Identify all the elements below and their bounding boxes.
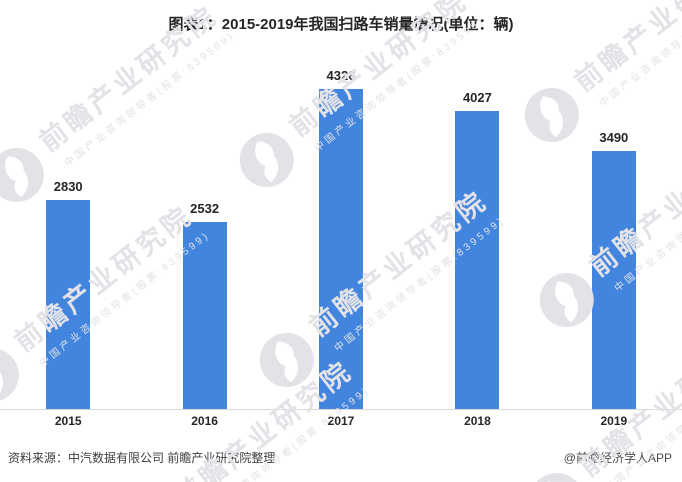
bar-2018 (455, 111, 500, 409)
bar-value-label-2015: 2830 (53, 179, 83, 194)
source-text: 资料来源：中汽数据有限公司 前瞻产业研究院整理 (8, 451, 276, 465)
x-axis-label-2019: 2019 (600, 414, 628, 428)
bar-2016 (182, 222, 227, 409)
bar-2019 (591, 151, 636, 409)
x-axis-label-2016: 2016 (191, 414, 218, 428)
x-axis-labels: 2015 2016 2017 2018 2019 (0, 414, 682, 428)
bar-column-2018: 4027 (409, 90, 545, 409)
x-axis-label-2015: 2015 (54, 414, 82, 428)
plot-area: 2830 2532 4326 4027 3490 (0, 45, 682, 410)
x-axis-label-2018: 2018 (464, 414, 491, 428)
bar-column-2016: 2532 (136, 201, 272, 409)
x-axis-label-2017: 2017 (327, 414, 355, 428)
bar-2015 (46, 200, 91, 409)
credit-text: @前瞻经济学人APP (563, 451, 672, 465)
bar-column-2019: 3490 (546, 130, 682, 409)
bar-2017 (319, 89, 364, 409)
bar-value-label-2017: 4326 (326, 68, 356, 83)
bar-value-label-2018: 4027 (462, 90, 492, 105)
chart-footer: 资料来源：中汽数据有限公司 前瞻产业研究院整理 @前瞻经济学人APP (8, 449, 672, 466)
bar-value-label-2016: 2532 (190, 201, 220, 216)
chart-title: 图表1：2015-2019年我国扫路车销量情况(单位：辆) (168, 16, 514, 33)
bar-column-2015: 2830 (0, 179, 136, 409)
bar-column-2017: 4326 (273, 68, 409, 409)
bar-value-label-2019: 3490 (599, 130, 629, 145)
